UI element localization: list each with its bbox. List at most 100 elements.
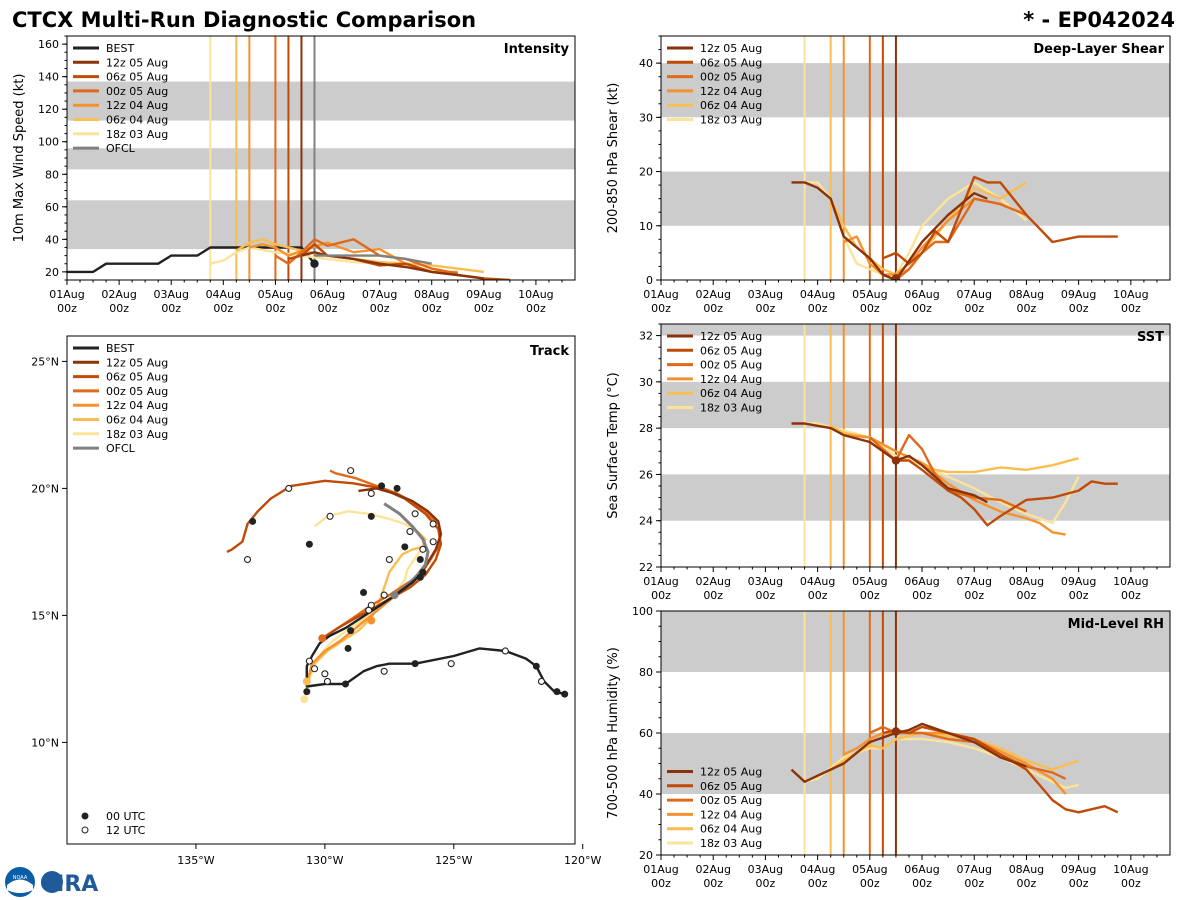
x-tick-date: 07Aug [362,288,397,301]
x-tick-hour: 00z [651,589,671,602]
legend-label: 18z 03 Aug [700,402,762,415]
track-init-marker [300,695,309,704]
band-0 [661,474,1170,521]
noaa-badge-text: NOAA [13,875,28,881]
track-point-12utc [367,489,375,498]
legend-label: 18z 03 Aug [106,428,168,441]
track-init-marker [390,591,399,600]
x-tick-hour: 00z [266,302,286,315]
x-tick-date: 09Aug [466,288,501,301]
track-point-00utc [416,556,424,564]
panel-title: Mid-Level RH [1068,617,1164,632]
x-tick-date: 02Aug [695,863,730,876]
band-0 [67,200,575,250]
x-tick-date: 08Aug [1009,575,1044,588]
x-tick-date: 10Aug [518,288,553,301]
legend-label: 06z 04 Aug [700,823,762,836]
x-tick-hour: 00z [370,302,390,315]
track-point-12utc [323,677,331,685]
series-line-12z-04-Aug [843,731,1067,795]
band-1 [661,611,1170,672]
y-tick-label: 24 [639,515,653,528]
legend-00utc-marker [81,812,89,820]
cira-logo-text: CIRA [40,872,98,897]
lon-tick-label: 125°W [435,854,472,867]
series-line-12z-05-Aug [791,181,988,280]
legend-label: 12z 05 Aug [106,356,168,369]
x-tick-date: 10Aug [1113,288,1148,301]
series-line-12z-04-Aug [843,433,1066,536]
legend-label: OFCL [106,142,136,155]
track-point-12utc [411,510,419,518]
band-2 [67,81,575,121]
x-tick-date: 07Aug [956,288,991,301]
x-tick-date: 05Aug [852,575,887,588]
legend-label: 00 UTC [106,810,146,823]
track-point-00utc [303,688,311,696]
x-tick-date: 05Aug [852,288,887,301]
legend-label: 18z 03 Aug [106,128,168,141]
series-group [791,175,1118,280]
legend-label: 12z 05 Aug [700,42,762,55]
track-point-00utc [360,589,368,597]
x-tick-hour: 00z [860,302,880,315]
y-axis-label: Sea Surface Temp (°C) [606,372,621,519]
track-point-12utc [419,545,427,553]
lat-tick-label: 10°N [31,736,59,749]
x-tick-date: 09Aug [1061,288,1096,301]
series-line-06z-04-Aug [830,731,1079,771]
series-line-12z-05-Aug [301,251,484,280]
series-group [67,238,510,280]
legend-label: 06z 04 Aug [700,387,762,400]
y-tick-label: 160 [38,38,59,51]
x-tick-hour: 00z [651,877,671,890]
x-tick-hour: 00z [1017,302,1037,315]
x-tick-hour: 00z [756,589,776,602]
track-point-12utc [447,660,455,668]
x-tick-date: 03Aug [748,575,783,588]
x-tick-date: 03Aug [153,288,188,301]
legend-label: 00z 05 Aug [106,85,168,98]
x-tick-hour: 00z [808,877,828,890]
y-tick-label: 120 [38,103,59,116]
y-tick-label: 20 [639,849,653,862]
series-line-18z-03-Aug [804,737,1079,790]
series-line-12z-05-Aug [790,722,1027,783]
legend-label: 12z 04 Aug [700,85,762,98]
track-point-00utc [341,680,349,688]
x-tick-hour: 00z [912,302,932,315]
x-tick-hour: 00z [703,589,723,602]
series-line-12z-05-Aug [791,422,988,504]
y-tick-label: 80 [639,666,653,679]
series-line-00z-05-Aug [869,725,1067,780]
legend-label: 18z 03 Aug [700,114,762,127]
track-point-12utc [380,591,388,599]
legend-label: 12 UTC [106,824,146,837]
panel-title: Track [530,344,569,359]
track-point-00utc [378,482,386,490]
x-tick-date: 03Aug [748,288,783,301]
series-line-06z-05-Aug [882,175,1118,265]
track-point-00utc [347,627,355,635]
track-point-12utc [305,657,313,665]
track-point-12utc [365,606,373,614]
track-line-18z-03-Aug [303,510,425,700]
x-tick-date: 07Aug [956,863,991,876]
x-tick-date: 09Aug [1061,575,1096,588]
legend-12utc-marker [81,826,89,834]
track-init-marker [367,616,376,625]
sst-panel: 22242628303201Aug00z02Aug00z03Aug00z04Au… [606,323,1171,602]
legend-label: 12z 04 Aug [700,808,762,821]
band-1 [661,63,1170,118]
x-tick-date: 04Aug [800,575,835,588]
track-point-12utc [311,665,319,673]
x-tick-date: 04Aug [206,288,241,301]
noaa-cira-logo: NOAA CIRA [5,867,98,897]
lat-tick-label: 15°N [31,609,59,622]
legend-label: 06z 04 Aug [106,114,168,127]
x-tick-hour: 00z [964,877,984,890]
legend-label: 12z 04 Aug [700,373,762,386]
x-tick-hour: 00z [1017,589,1037,602]
cira-globe-icon [41,871,63,893]
